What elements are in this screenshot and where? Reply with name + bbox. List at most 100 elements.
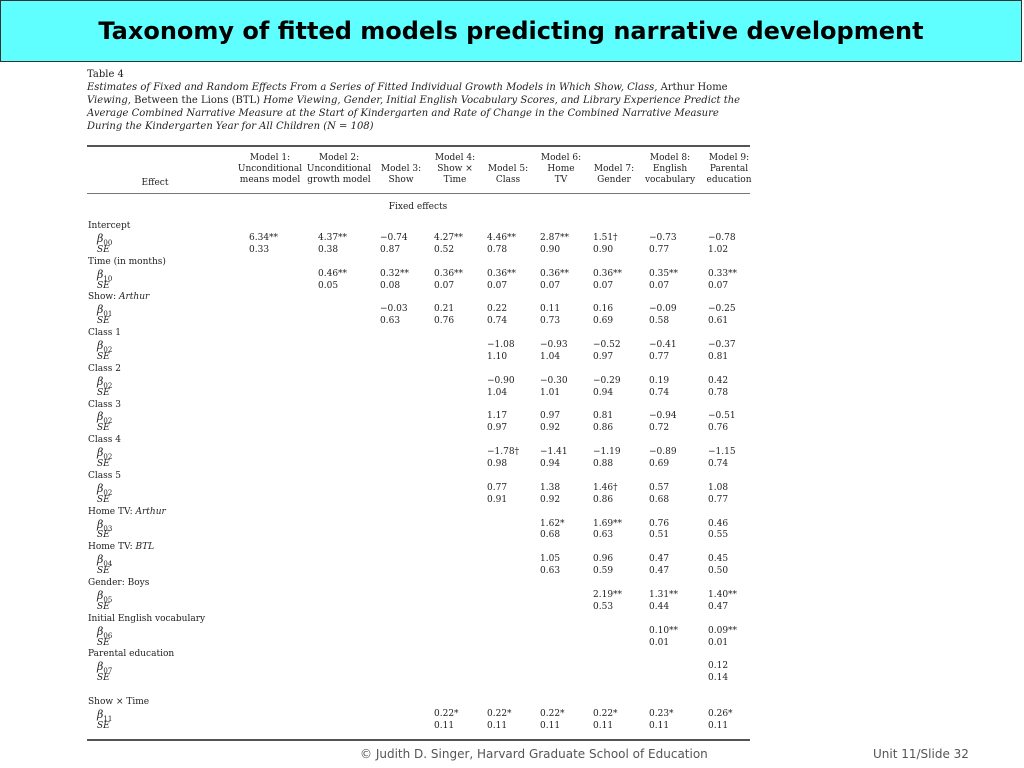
effect-group-text: Class 5 bbox=[88, 470, 121, 481]
footer-copyright: © Judith D. Singer, Harvard Graduate Sch… bbox=[360, 747, 708, 761]
se-cell-model-3: 0.63 bbox=[380, 316, 401, 327]
estimate-cell-model-8: −0.94 bbox=[649, 411, 677, 422]
se-cell-model-3: 0.08 bbox=[380, 280, 401, 291]
estimate-cell-model-6: 1.62* bbox=[540, 518, 565, 529]
beta-row-label: β06 bbox=[97, 626, 112, 642]
se-row-label: SE bbox=[97, 601, 110, 612]
caption-part-a: Estimates of Fixed and Random Effects Fr… bbox=[87, 82, 658, 93]
effect-group-label: Class 3 bbox=[88, 400, 121, 411]
estimate-cell-model-7: 0.16 bbox=[593, 304, 614, 315]
se-cell-model-7: 0.94 bbox=[593, 387, 614, 398]
effect-group-emphasis: BTL bbox=[135, 542, 155, 553]
effect-group-label: Class 4 bbox=[88, 435, 121, 446]
estimate-cell-model-6: −0.93 bbox=[540, 340, 568, 350]
se-cell-model-4: 0.76 bbox=[434, 316, 455, 327]
se-cell-model-8: 0.51 bbox=[649, 530, 670, 541]
beta-subscript: 00 bbox=[103, 238, 113, 247]
estimate-cell-model-7: 0.36** bbox=[593, 268, 623, 279]
se-cell-model-9: 0.77 bbox=[708, 494, 729, 505]
se-cell-model-9: 0.14 bbox=[708, 673, 729, 684]
beta-subscript: 02 bbox=[103, 452, 113, 461]
se-cell-model-7: 0.07 bbox=[593, 280, 614, 291]
estimate-cell-model-7: 1.51† bbox=[593, 232, 618, 243]
se-cell-model-8: 0.11 bbox=[649, 720, 670, 731]
beta-symbol: β bbox=[97, 707, 104, 721]
estimate-cell-model-4: 0.22* bbox=[434, 708, 459, 719]
se-cell-model-6: 0.92 bbox=[540, 494, 561, 505]
se-cell-model-8: 0.58 bbox=[649, 316, 670, 327]
se-cell-model-6: 0.07 bbox=[540, 280, 561, 291]
se-cell-model-9: 0.81 bbox=[708, 351, 729, 362]
model-header-6-line-1: Model 6: bbox=[540, 153, 582, 163]
effect-group-label: Gender: Boys bbox=[88, 578, 149, 589]
beta-subscript: 07 bbox=[103, 667, 113, 676]
estimate-cell-model-8: 0.10** bbox=[649, 625, 679, 636]
se-row-label: SE bbox=[97, 494, 110, 505]
estimate-cell-model-6: −0.30 bbox=[540, 375, 568, 386]
effect-group-label: Initial English vocabulary bbox=[88, 614, 205, 625]
estimate-cell-model-9: −1.15 bbox=[708, 447, 736, 458]
estimate-cell-model-9: −0.51 bbox=[708, 411, 736, 422]
beta-row-label: β02 bbox=[97, 483, 112, 499]
caption-part-d: Between the Lions (BTL) bbox=[134, 95, 261, 106]
estimate-cell-model-7: 1.69** bbox=[593, 518, 623, 529]
model-header-2-line-1: Model 2: bbox=[318, 153, 360, 163]
model-header-4-line-2: Show × bbox=[437, 164, 473, 174]
model-header-9-line-1: Model 9: bbox=[708, 153, 750, 163]
effect-group-label: Intercept bbox=[88, 221, 130, 232]
se-cell-model-7: 0.53 bbox=[593, 601, 614, 612]
se-cell-model-9: 0.47 bbox=[708, 601, 729, 612]
se-cell-model-4: 0.52 bbox=[434, 244, 455, 255]
se-row-label: SE bbox=[97, 351, 110, 362]
beta-symbol: β bbox=[97, 624, 104, 638]
effect-group-text: Class 1 bbox=[88, 328, 121, 339]
se-cell-model-5: 0.98 bbox=[487, 459, 508, 469]
estimate-cell-model-6: 0.22* bbox=[540, 708, 565, 719]
estimate-cell-model-5: 0.36** bbox=[487, 268, 517, 279]
model-header-5-line-3: Class bbox=[495, 175, 521, 185]
estimate-cell-model-9: 0.45 bbox=[708, 554, 729, 565]
estimate-cell-model-8: 0.19 bbox=[649, 375, 670, 386]
estimate-cell-model-7: 2.19** bbox=[593, 589, 623, 600]
effect-group-label: Parental education bbox=[88, 649, 174, 660]
estimate-cell-model-5: −0.90 bbox=[487, 375, 515, 386]
effect-column-header: Effect bbox=[141, 178, 169, 188]
estimate-cell-model-5: −1.08 bbox=[487, 340, 515, 350]
effect-group-label: Time (in months) bbox=[88, 257, 166, 268]
estimate-cell-model-9: −0.78 bbox=[708, 232, 736, 243]
estimate-cell-model-8: 0.57 bbox=[649, 482, 670, 493]
model-header-6-line-2: Home bbox=[547, 164, 575, 174]
model-header-9-line-2: Parental bbox=[709, 164, 749, 174]
beta-row-label: β02 bbox=[97, 411, 112, 427]
se-cell-model-6: 0.73 bbox=[540, 316, 561, 327]
se-cell-model-7: 0.59 bbox=[593, 566, 614, 577]
table-label: Table 4 bbox=[87, 69, 124, 80]
beta-row-label: β00 bbox=[97, 233, 112, 249]
estimate-cell-model-4: 0.36** bbox=[434, 268, 464, 279]
se-row-label: SE bbox=[97, 530, 110, 541]
beta-symbol: β bbox=[97, 446, 104, 460]
beta-symbol: β bbox=[97, 481, 104, 495]
beta-subscript: 02 bbox=[103, 488, 113, 497]
effect-group-text: Time (in months) bbox=[88, 256, 166, 267]
model-header-2-line-2: Unconditional bbox=[306, 164, 372, 174]
se-cell-model-7: 0.69 bbox=[593, 316, 614, 327]
model-header-8-line-1: Model 8: bbox=[649, 153, 691, 163]
estimate-cell-model-8: 0.35** bbox=[649, 268, 679, 279]
se-cell-model-5: 0.97 bbox=[487, 423, 508, 434]
se-cell-model-9: 0.55 bbox=[708, 530, 729, 541]
beta-subscript: 04 bbox=[103, 559, 113, 568]
beta-subscript: 02 bbox=[103, 381, 113, 390]
se-row-label: SE bbox=[97, 566, 110, 577]
model-header-5-line-2: Model 5: bbox=[487, 164, 529, 174]
se-cell-model-7: 0.88 bbox=[593, 459, 614, 469]
effect-group-prefix: Show: bbox=[88, 292, 119, 303]
beta-subscript: 06 bbox=[103, 631, 113, 640]
table-bottom-rule bbox=[87, 739, 750, 741]
estimate-cell-model-6: 1.05 bbox=[540, 554, 561, 565]
beta-symbol: β bbox=[97, 231, 104, 245]
se-cell-model-7: 0.11 bbox=[593, 720, 614, 731]
estimate-cell-model-8: −0.09 bbox=[649, 304, 677, 315]
section-fixed-effects: Fixed effects bbox=[388, 202, 448, 212]
estimate-cell-model-6: 0.97 bbox=[540, 411, 561, 422]
